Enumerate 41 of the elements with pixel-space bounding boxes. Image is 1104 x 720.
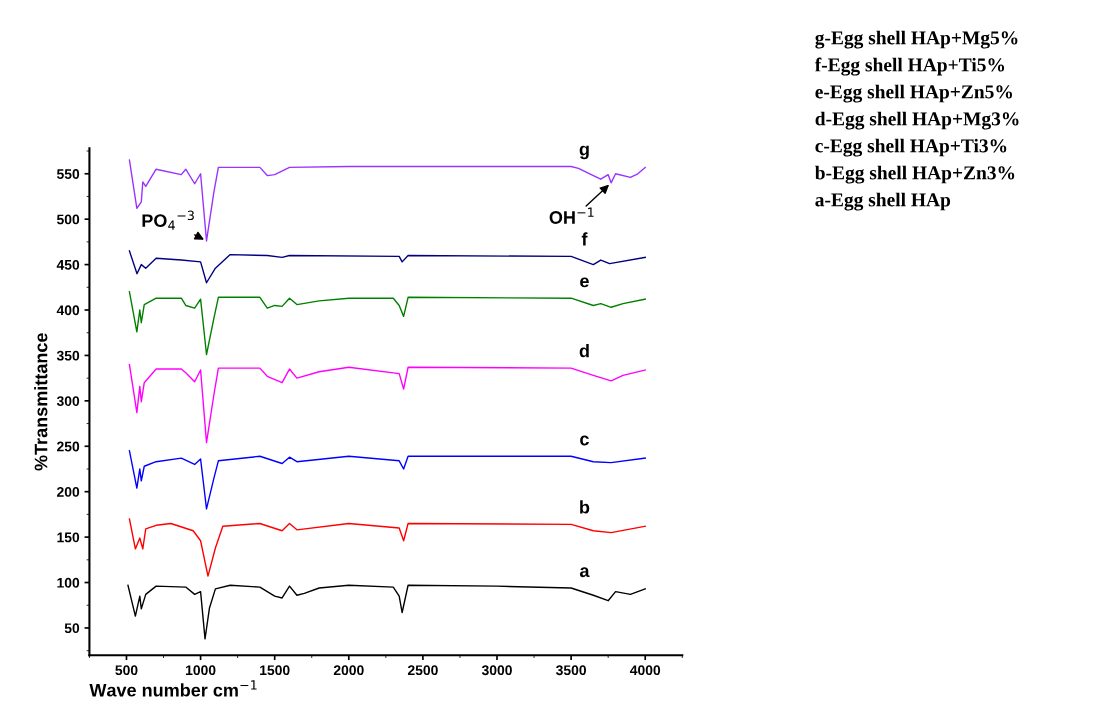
- y-tick-label: 300: [56, 396, 80, 407]
- text: c-Egg shell HAp+Ti3%: [815, 138, 1007, 157]
- y-tick-label: 150: [57, 532, 80, 543]
- text: d-Egg shell HAp+Mg3%: [815, 111, 1019, 130]
- y-tick-label: 50: [64, 623, 80, 634]
- text: e-Egg shell HAp+Zn5%: [815, 84, 1012, 103]
- y-tick-label: 500: [56, 214, 80, 225]
- annotation: OH$^{−1}$: [549, 207, 594, 224]
- line-series: [128, 518, 646, 577]
- line-series: [128, 291, 646, 356]
- x-axis-title: Wave number cm$^{−1}$: [89, 680, 257, 697]
- y-tick-label: 550: [56, 169, 80, 179]
- y-tick-label: 350: [56, 350, 80, 361]
- text: g-Egg shell HAp+Mg5%: [815, 30, 1018, 49]
- text: a-Egg shell HAp: [815, 192, 951, 211]
- y-tick-label: 450: [56, 259, 80, 270]
- series-label: d: [579, 344, 589, 358]
- x-tick-label: 3000: [481, 665, 512, 676]
- x-tick-label: 2500: [407, 665, 438, 676]
- series-label: a: [579, 567, 590, 578]
- y-tick-label: 100: [57, 577, 80, 588]
- text: f-Egg shell HAp+Ti5%: [814, 57, 1005, 76]
- x-tick-label: 2000: [333, 665, 364, 676]
- series-label: b: [580, 500, 590, 514]
- y-tick-label: 400: [56, 305, 80, 316]
- y-tick-label: 250: [57, 441, 80, 452]
- series-label: f: [581, 232, 588, 246]
- y-tick-label: 200: [57, 487, 80, 497]
- series-label: c: [580, 435, 589, 446]
- x-tick-label: 3500: [555, 665, 586, 676]
- annotation: PO$_{4}$$^{−3}$: [142, 210, 194, 230]
- series-label: g: [579, 145, 589, 160]
- x-tick-label: 1500: [260, 665, 290, 676]
- series-label: e: [580, 277, 589, 288]
- line-series: [128, 363, 646, 444]
- y-axis-title: %Transmittance: [34, 333, 48, 471]
- x-tick-label: 4000: [629, 665, 661, 676]
- line-series: [127, 584, 646, 640]
- x-tick-label: 1000: [186, 665, 216, 676]
- text: b-Egg shell HAp+Zn3%: [815, 165, 1015, 184]
- x-tick-label: 500: [115, 665, 138, 676]
